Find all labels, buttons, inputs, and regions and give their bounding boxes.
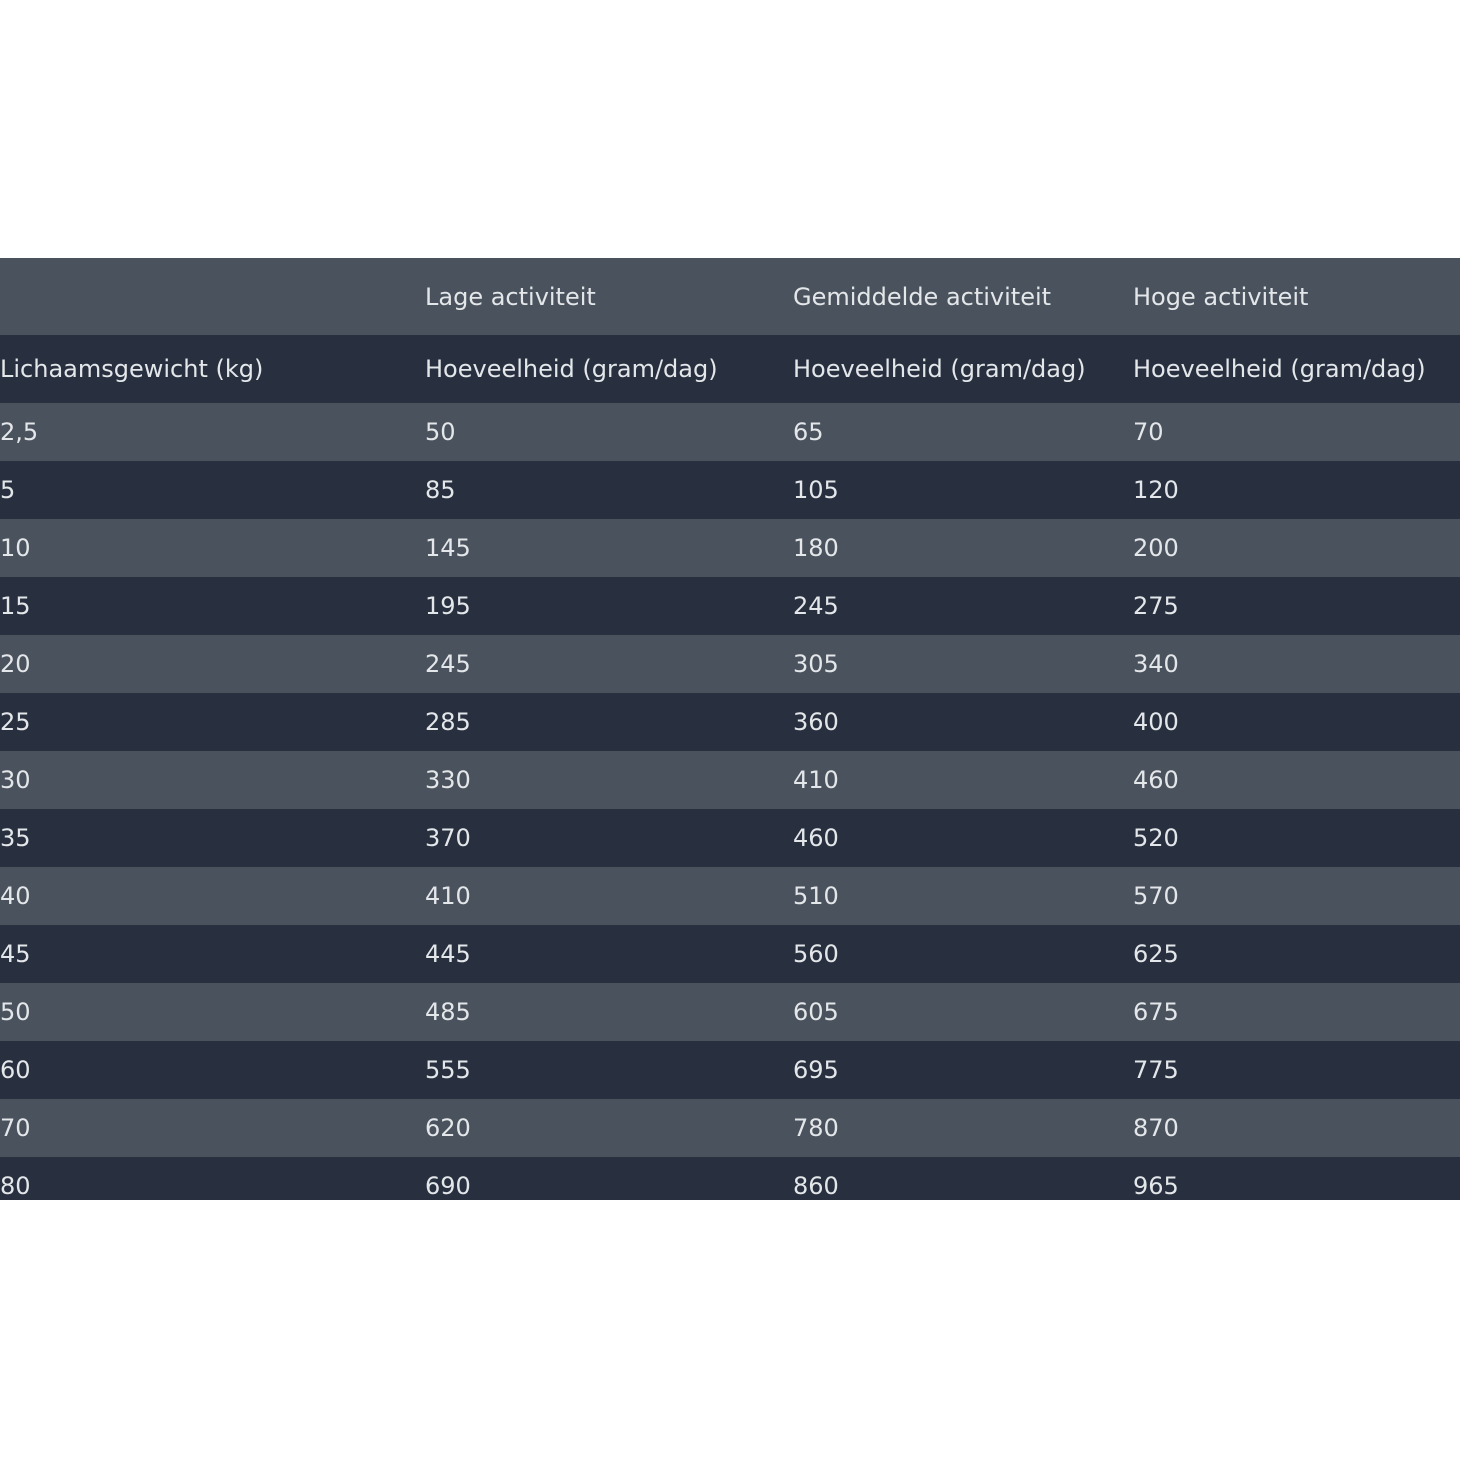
table-cell: 555 (425, 1056, 471, 1084)
table-cell: 870 (1133, 1114, 1179, 1142)
column-header: Hoeveelheid (gram/dag) (1133, 355, 1426, 383)
table-cell: 275 (1133, 592, 1179, 620)
table-cell: 245 (425, 650, 471, 678)
group-header: Gemiddelde activiteit (793, 282, 1052, 311)
table-row: 2,5 50 65 70 (0, 403, 1460, 461)
table-row: 15 195 245 275 (0, 577, 1460, 635)
table-row: 50 485 605 675 (0, 983, 1460, 1041)
table-row: 25 285 360 400 (0, 693, 1460, 751)
table-cell: 200 (1133, 534, 1179, 562)
table-cell: 20 (0, 650, 31, 678)
column-header: Hoeveelheid (gram/dag) (425, 355, 718, 383)
table-cell: 35 (0, 824, 31, 852)
column-header: Hoeveelheid (gram/dag) (793, 355, 1086, 383)
table-cell: 625 (1133, 940, 1179, 968)
table-cell: 400 (1133, 708, 1179, 736)
table-cell: 775 (1133, 1056, 1179, 1084)
table-cell: 605 (793, 998, 839, 1026)
table-cell: 15 (0, 592, 31, 620)
table-cell: 285 (425, 708, 471, 736)
table-cell: 445 (425, 940, 471, 968)
table-row: 45 445 560 625 (0, 925, 1460, 983)
table-row: 35 370 460 520 (0, 809, 1460, 867)
table-cell: 145 (425, 534, 471, 562)
table-cell: 10 (0, 534, 31, 562)
table-cell: 460 (793, 824, 839, 852)
table-row: 20 245 305 340 (0, 635, 1460, 693)
table-cell: 60 (0, 1056, 31, 1084)
table-cell: 65 (793, 418, 824, 446)
group-header: Hoge activiteit (1133, 282, 1309, 311)
table-cell: 675 (1133, 998, 1179, 1026)
table-cell: 340 (1133, 650, 1179, 678)
table-row: 70 620 780 870 (0, 1099, 1460, 1157)
table-cell: 120 (1133, 476, 1179, 504)
table-cell: 620 (425, 1114, 471, 1142)
group-header: Lage activiteit (425, 282, 596, 311)
table-cell: 80 (0, 1172, 31, 1200)
table-cell: 965 (1133, 1172, 1179, 1200)
table-cell: 245 (793, 592, 839, 620)
table-cell: 50 (0, 998, 31, 1026)
column-header: Lichaamsgewicht (kg) (0, 355, 264, 383)
table-row: 30 330 410 460 (0, 751, 1460, 809)
table-cell: 25 (0, 708, 31, 736)
table-cell: 460 (1133, 766, 1179, 794)
column-header-row: Lichaamsgewicht (kg) Hoeveelheid (gram/da… (0, 335, 1460, 403)
group-header-row: Lage activiteit Gemiddelde activiteit Hoge… (0, 258, 1460, 335)
table-cell: 330 (425, 766, 471, 794)
table-row: 80 690 860 965 (0, 1157, 1460, 1200)
table-cell: 5 (0, 476, 16, 504)
table-cell: 40 (0, 882, 31, 910)
table-cell: 780 (793, 1114, 839, 1142)
table-cell: 520 (1133, 824, 1179, 852)
table-cell: 195 (425, 592, 471, 620)
table-row: 5 85 105 120 (0, 461, 1460, 519)
table-cell: 360 (793, 708, 839, 736)
table-cell: 485 (425, 998, 471, 1026)
table-cell: 70 (0, 1114, 31, 1142)
table-cell: 690 (425, 1172, 471, 1200)
table-cell: 180 (793, 534, 839, 562)
table-cell: 305 (793, 650, 839, 678)
table-cell: 45 (0, 940, 31, 968)
table-row: 60 555 695 775 (0, 1041, 1460, 1099)
table-cell: 50 (425, 418, 456, 446)
table-cell: 570 (1133, 882, 1179, 910)
table-row: 10 145 180 200 (0, 519, 1460, 577)
table-cell: 370 (425, 824, 471, 852)
table-cell: 560 (793, 940, 839, 968)
table-cell: 30 (0, 766, 31, 794)
table-cell: 70 (1133, 418, 1164, 446)
table-cell: 695 (793, 1056, 839, 1084)
table-cell: 85 (425, 476, 456, 504)
table-cell: 860 (793, 1172, 839, 1200)
table-cell: 105 (793, 476, 839, 504)
table-cell: 410 (425, 882, 471, 910)
table-cell: 2,5 (0, 418, 39, 446)
table-cell: 410 (793, 766, 839, 794)
table-row: 40 410 510 570 (0, 867, 1460, 925)
table-cell: 510 (793, 882, 839, 910)
table: Lage activiteit Gemiddelde activiteit Hoge… (0, 258, 1460, 1200)
